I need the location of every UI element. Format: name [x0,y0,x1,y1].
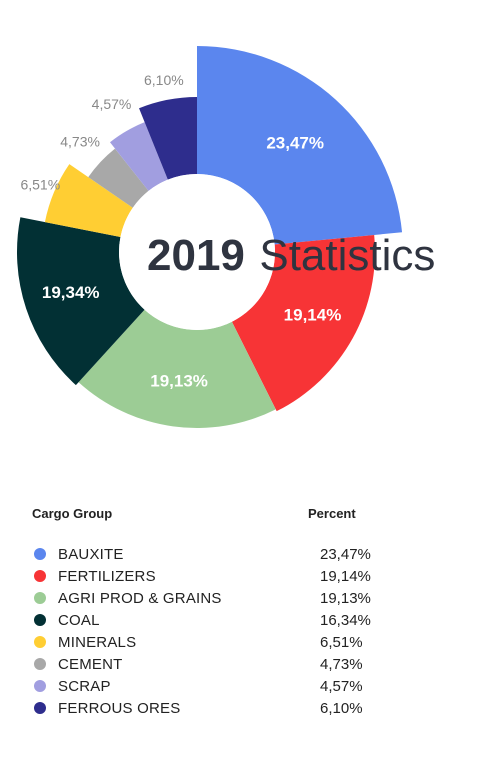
slice-value-label: 23,47% [266,133,324,152]
slice-bauxite [197,46,403,245]
legend-category: FERTILIZERS [58,567,156,585]
donut-hole [119,174,275,330]
legend-category: AGRI PROD & GRAINS [58,589,222,607]
slice-value-label: 6,51% [20,177,60,193]
legend-row: BAUXITE 23,47% [32,543,452,565]
legend-header-group: Cargo Group [32,506,113,521]
legend-swatch [34,592,46,604]
legend-row: CEMENT 4,73% [32,653,452,675]
slice-agri-prod-grains [78,309,276,428]
chart-title-rest: Statistics [259,231,435,280]
legend-percent: 6,51% [320,633,363,651]
slice-minerals [44,164,133,237]
legend-swatch [34,614,46,626]
legend-row: SCRAP 4,57% [32,675,452,697]
slice-value-label: 4,73% [60,133,100,149]
legend-swatch [34,548,46,560]
chart-title: 2019 Statistics [147,231,435,280]
legend-row: AGRI PROD & GRAINS 19,13% [32,587,452,609]
legend-percent: 23,47% [320,545,371,563]
legend-swatch [34,680,46,692]
legend-row: MINERALS 6,51% [32,631,452,653]
legend-percent: 4,73% [320,655,363,673]
legend-category: COAL [58,611,100,629]
slice-value-label: 19,13% [150,371,208,390]
slice-coal [16,217,145,386]
slice-value-label: 19,14% [284,305,342,324]
chart-title-year: 2019 [147,231,245,280]
legend-swatch [34,570,46,582]
slice-value-label: 4,57% [92,96,132,112]
legend-percent: 19,14% [320,567,371,585]
legend-row: FERROUS ORES 6,10% [32,697,452,719]
slice-ferrous-ores [139,97,197,180]
slice-cement [88,148,149,208]
legend-category: MINERALS [58,633,137,651]
legend-table: Cargo Group Percent BAUXITE 23,47% FERTI… [32,506,452,719]
legend-swatch [34,702,46,714]
legend-percent: 6,10% [320,699,363,717]
slice-labels: 23,47% 19,14% 19,13% 19,34% 6,51% 4,73% 4,57% 6… [20,72,341,390]
legend-percent: 19,13% [320,589,371,607]
donut-slices [16,46,403,428]
legend-category: SCRAP [58,677,111,695]
legend-category: BAUXITE [58,545,124,563]
legend-row: COAL 16,34% [32,609,452,631]
legend-percent: 4,57% [320,677,363,695]
legend-category: FERROUS ORES [58,699,181,717]
legend-header: Cargo Group Percent [32,506,452,521]
legend-percent: 16,34% [320,611,371,629]
legend-row: FERTILIZERS 19,14% [32,565,452,587]
slice-fertilizers [231,234,375,412]
slice-scrap [110,122,168,191]
slice-value-label: 6,10% [144,72,184,88]
legend-category: CEMENT [58,655,123,673]
legend-header-percent: Percent [308,506,356,521]
slice-value-label: 19,34% [42,283,100,302]
legend-swatch [34,636,46,648]
legend-swatch [34,658,46,670]
donut-chart: 23,47% 19,14% 19,13% 19,34% 6,51% 4,73% 4,57% 6… [16,46,435,428]
